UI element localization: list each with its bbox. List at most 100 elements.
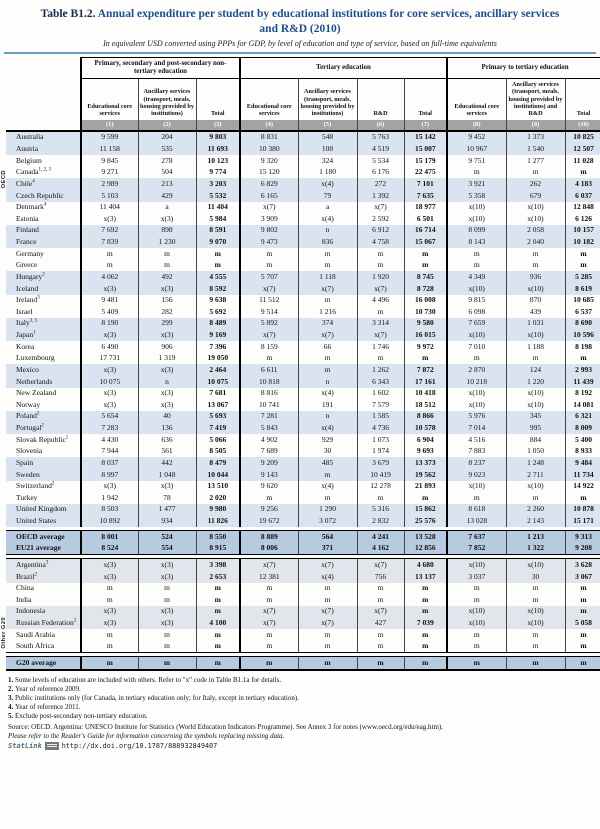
cell: 9 143 [239,469,298,481]
cell: 15 067 [403,236,447,249]
table-row: Hungary2 4 062 492 4 555 5 707 1 118 1 920 8 74… [6,271,600,284]
cell: 191 [297,399,357,411]
cell: x(7) [239,617,298,630]
table-row: Slovenia 7 944 561 8 505 7 689 30 1 974 9 693 7 … [6,445,600,458]
cell: 1 319 [137,352,196,365]
cell: m [505,629,565,641]
cell: m [137,640,196,654]
cell: m [137,259,196,272]
cell: 299 [137,317,196,330]
cell: 1 277 [505,155,565,167]
table-row: Mexico x(3) x(3) 2 464 6 611 m 1 262 7 872 2 870… [6,364,600,377]
cell: 11 826 [195,515,240,528]
g20-average-row: G20 average m m m m m m m m m m [6,656,600,672]
cell: m [356,640,404,654]
cell: 7 883 [446,445,506,458]
cell: 374 [297,317,357,330]
footnote: 5. Exclude post-secondary non-tertiary e… [8,712,148,721]
cell: 8 503 [80,503,138,516]
cell: 6 490 [80,341,138,353]
cell: 4 519 [356,143,404,156]
cell: 485 [297,457,357,470]
cell: 9 774 [195,166,240,179]
cell: 10 418 [403,387,447,400]
cell: 10 825 [564,130,600,144]
cell: 13 510 [195,480,240,493]
table-row: Spain 8 037 442 8 479 9 209 485 3 679 13 373 8 2… [6,457,600,470]
cell: m [195,656,240,672]
cell: 16 714 [403,224,447,237]
cell: 5 058 [564,617,600,630]
footnotes: 1. Some levels of education are included… [8,676,594,721]
cell: 9 209 [239,457,298,470]
cell: m [356,629,404,641]
cell: x(10) [505,558,565,572]
cell: 79 [297,190,357,202]
cell: 4 496 [356,294,404,307]
table-row: Japan1 x(3) x(3) 9 169 x(7) x(7) x(7) 16 015 x(1… [6,329,600,342]
row-group-label-g20: Other G20 [1,617,7,649]
cell: 936 [505,271,565,284]
cell: 6 126 [564,213,600,225]
cell: 8 728 [403,283,447,295]
cell: 7 010 [446,341,506,353]
cell: m [446,656,506,672]
cell: x(7) [239,329,298,342]
row-label: United States [6,515,81,528]
row-label: Slovak Republic1 [16,434,69,444]
cell: m [239,259,298,272]
table-row: Slovak Republic1 4 430 636 5 066 4 902 929 1 0… [6,434,600,446]
cell: 66 [297,341,357,353]
cell: 3 314 [356,317,404,330]
row-group-label-oecd: OECD [1,170,7,189]
cell: x(3) [80,605,138,618]
col-header: Ancillary services (transport, meals, ho… [137,78,196,120]
cell: 4 349 [446,271,506,284]
cell: x(7) [356,201,404,214]
cell: 8 933 [564,445,600,458]
cell: 3 203 [195,178,240,191]
cell: 4 100 [195,617,240,630]
cell: x(3) [137,605,196,618]
table-row: Germany m m m m m m m m m m [6,248,600,260]
cell: x(7) [239,201,298,214]
average-rows: OECD average 8 001 524 8 550 8 889 564 4 241 13… [6,530,600,556]
cell: 5 316 [356,503,404,516]
cell: 13 373 [403,457,447,470]
source-line: Source: OECD. Argentina: UNESCO Institut… [8,722,443,731]
row-label: Poland2 [6,410,81,423]
cell: 2 464 [195,364,240,377]
cell: m [446,352,506,365]
cell: 906 [137,341,196,353]
cell: m [403,352,447,365]
cell: m [297,582,357,595]
table-row: Saudi Arabia m m m m m m m m m m [6,629,600,641]
col-header: Ancillary services (transport, meals, ho… [297,78,357,120]
cell: 10 892 [80,515,138,528]
cell: 8 618 [446,503,506,516]
cell: x(4) [297,178,357,191]
cell: m [239,248,298,260]
cell: m [564,640,600,654]
footnote: 4. Year of reference 2011. [8,703,81,712]
cell: x(10) [446,283,506,295]
cell: 8 037 [80,457,138,470]
cell: 7 839 [80,236,138,249]
cell: 19 672 [239,515,298,528]
cell: 10 380 [239,143,298,156]
cell: 9 320 [239,155,298,167]
cell: 10 218 [446,376,506,388]
cell: x(7) [356,283,404,295]
cell: 9 023 [446,469,506,481]
cell: m [505,582,565,595]
cell: 8 237 [446,457,506,470]
table-row: Poland2 5 654 40 5 693 7 281 n 1 585 8 866 5 976… [6,410,600,423]
cell: 7 635 [403,190,447,202]
row-label: Switzerland2 [16,481,55,491]
row-label: Portugal2 [6,422,81,435]
statlink-url[interactable]: http://dx.doi.org/10.1787/888932849407 [61,741,218,750]
col-number: (7) [403,119,447,132]
cell: 4 736 [356,422,404,435]
cell: 345 [505,410,565,423]
